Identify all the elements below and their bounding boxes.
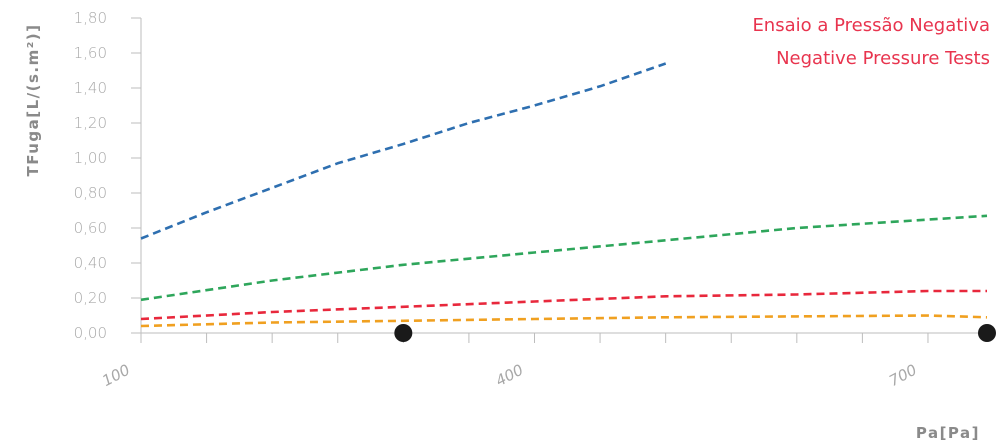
y-axis-title: TFuga[L/(s.m²)] [24,23,42,176]
y-tick-label: 0,00 [74,324,107,342]
y-tick-label: 0,20 [74,289,107,307]
y-tick-label: 1,20 [74,114,107,132]
x-axis-title: Pa[Pa] [916,424,980,442]
y-tick-label: 0,80 [74,184,107,202]
axis-marker-2[interactable] [978,324,996,342]
y-tick-label: 1,00 [74,149,107,167]
axis-marker-1[interactable] [394,324,413,342]
series-lines [140,62,988,328]
y-tick-label: 1,60 [74,44,107,62]
series-line-1 [140,62,667,240]
y-tick-label: 0,40 [74,254,107,272]
series-line-2 [140,214,988,302]
y-tick-label: 1,80 [74,9,107,27]
y-tick-label: 0,60 [74,219,107,237]
x-tick-label: 100 [99,361,133,390]
markers [394,324,996,342]
chart-title-line-1: Ensaio a Pressão Negativa [752,15,990,36]
series-line-4 [140,314,988,328]
x-tick-label: 400 [493,361,527,390]
chart-title-line-2: Negative Pressure Tests [776,48,990,69]
x-tick-label: 700 [886,361,920,390]
y-tick-label: 1,40 [74,79,107,97]
series-line-3 [140,289,987,321]
